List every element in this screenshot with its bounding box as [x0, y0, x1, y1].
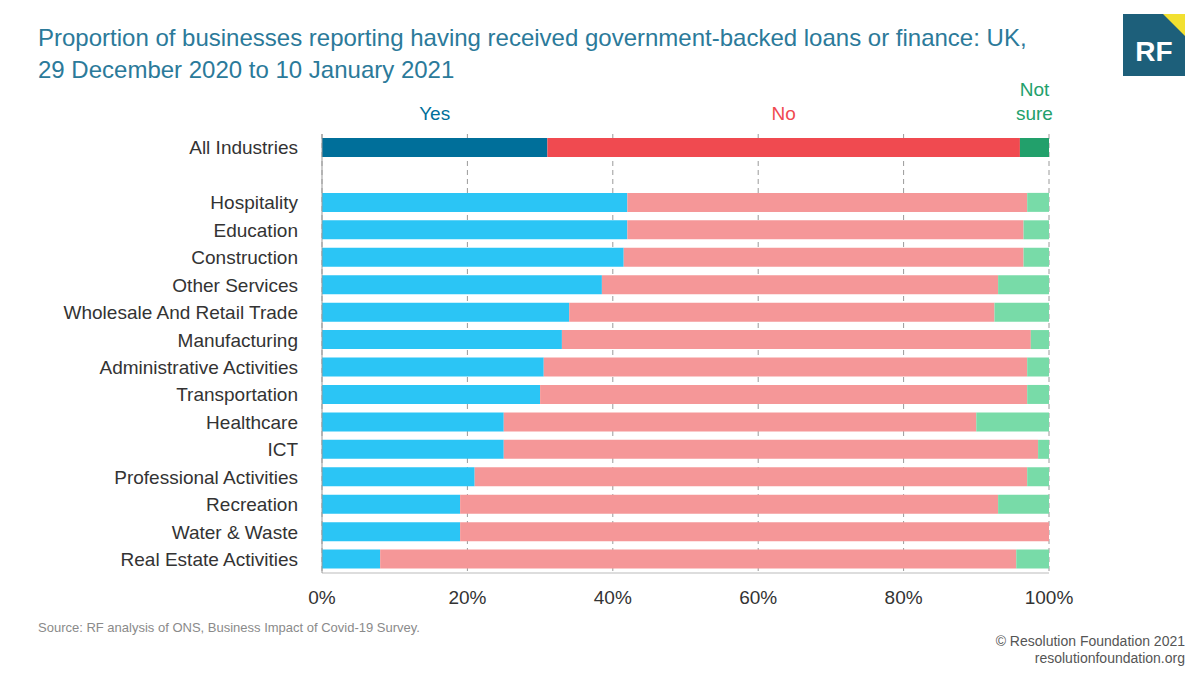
svg-text:Administrative Activities: Administrative Activities	[99, 357, 298, 378]
svg-text:Education: Education	[213, 220, 298, 241]
html-text:Yes: Yes	[419, 103, 451, 124]
html-text:Proportion of businesses repor: Proportion of businesses reporting havin…	[38, 24, 1027, 51]
html-text:No: No	[771, 103, 796, 124]
svg-text:20%: 20%	[448, 587, 486, 608]
svg-text:40%: 40%	[594, 587, 632, 608]
svg-text:Transportation: Transportation	[176, 384, 298, 405]
html-text:29 December 2020 to 10 January: 29 December 2020 to 10 January 2021	[38, 56, 455, 83]
svg-text:RF: RF	[1135, 36, 1172, 67]
svg-text:Healthcare: Healthcare	[206, 412, 298, 433]
svg-text:Construction: Construction	[191, 247, 298, 268]
svg-text:Wholesale And Retail Trade: Wholesale And Retail Trade	[64, 302, 298, 323]
svg-text:Other Services: Other Services	[172, 275, 298, 296]
html-text:Source: RF analysis of ONS, Bu: Source: RF analysis of ONS, Business Imp…	[38, 620, 420, 635]
svg-text:Water & Waste: Water & Waste	[172, 522, 298, 543]
html-text:resolutionfoundation.org: resolutionfoundation.org	[1034, 650, 1185, 666]
svg-text:All Industries: All Industries	[189, 137, 298, 158]
html-text:Not sure: Not sure	[1016, 79, 1053, 124]
html-text:© Resolution Foundation 2021: © Resolution Foundation 2021	[995, 633, 1185, 649]
svg-text:Manufacturing: Manufacturing	[178, 330, 298, 351]
svg-text:Real Estate Activities: Real Estate Activities	[121, 549, 298, 570]
svg-text:0%: 0%	[308, 587, 336, 608]
svg-text:Professional Activities: Professional Activities	[114, 467, 298, 488]
svg-text:ICT: ICT	[267, 439, 298, 460]
svg-text:100%: 100%	[1025, 587, 1074, 608]
svg-text:60%: 60%	[739, 587, 777, 608]
svg-text:Hospitality: Hospitality	[210, 192, 298, 213]
svg-text:80%: 80%	[885, 587, 923, 608]
svg-text:Recreation: Recreation	[206, 494, 298, 515]
